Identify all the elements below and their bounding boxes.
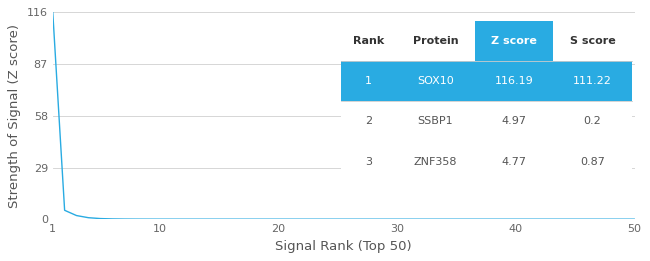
FancyBboxPatch shape (341, 142, 396, 182)
Text: Rank: Rank (353, 36, 384, 46)
FancyBboxPatch shape (396, 142, 474, 182)
Text: SOX10: SOX10 (417, 76, 454, 86)
X-axis label: Signal Rank (Top 50): Signal Rank (Top 50) (276, 240, 412, 253)
FancyBboxPatch shape (553, 21, 632, 61)
FancyBboxPatch shape (396, 21, 474, 61)
Text: Z score: Z score (491, 36, 537, 46)
FancyBboxPatch shape (474, 21, 553, 61)
Text: S score: S score (569, 36, 616, 46)
FancyBboxPatch shape (341, 21, 396, 61)
Text: SSBP1: SSBP1 (417, 116, 453, 127)
FancyBboxPatch shape (341, 61, 396, 101)
Text: 3: 3 (365, 157, 372, 167)
Text: Protein: Protein (413, 36, 458, 46)
FancyBboxPatch shape (553, 101, 632, 142)
Text: 4.97: 4.97 (501, 116, 526, 127)
Text: 116.19: 116.19 (495, 76, 533, 86)
FancyBboxPatch shape (474, 61, 553, 101)
FancyBboxPatch shape (553, 142, 632, 182)
Y-axis label: Strength of Signal (Z score): Strength of Signal (Z score) (8, 24, 21, 208)
Text: 0.2: 0.2 (584, 116, 601, 127)
FancyBboxPatch shape (396, 61, 474, 101)
Text: 4.77: 4.77 (501, 157, 526, 167)
Text: 1: 1 (365, 76, 372, 86)
FancyBboxPatch shape (341, 101, 396, 142)
Text: 0.87: 0.87 (580, 157, 605, 167)
Text: 2: 2 (365, 116, 372, 127)
FancyBboxPatch shape (553, 61, 632, 101)
Text: ZNF358: ZNF358 (413, 157, 457, 167)
FancyBboxPatch shape (474, 142, 553, 182)
Text: 111.22: 111.22 (573, 76, 612, 86)
FancyBboxPatch shape (396, 101, 474, 142)
FancyBboxPatch shape (474, 101, 553, 142)
